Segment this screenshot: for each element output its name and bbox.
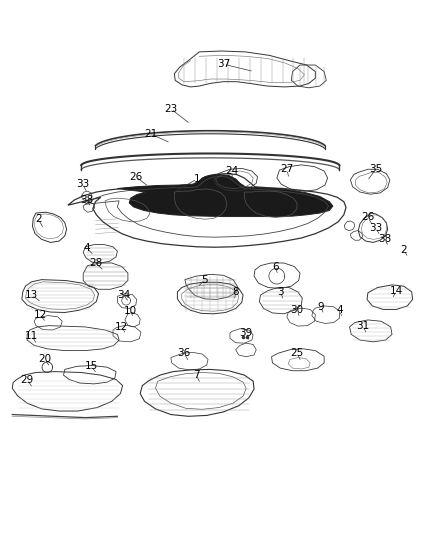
Text: 7: 7 — [193, 370, 200, 380]
Text: 1: 1 — [194, 174, 201, 184]
Text: 15: 15 — [85, 361, 98, 372]
Text: 5: 5 — [201, 274, 208, 285]
Text: 20: 20 — [38, 354, 51, 365]
Text: 8: 8 — [232, 287, 239, 297]
Text: 11: 11 — [25, 330, 38, 341]
Text: 4: 4 — [336, 305, 343, 316]
Text: 10: 10 — [124, 306, 137, 316]
Text: 38: 38 — [80, 195, 93, 205]
Text: 31: 31 — [356, 321, 369, 330]
Text: 2: 2 — [400, 245, 407, 255]
Text: 12: 12 — [34, 310, 47, 320]
Text: 39: 39 — [240, 328, 253, 338]
Text: 3: 3 — [277, 287, 284, 297]
Text: 24: 24 — [226, 166, 239, 176]
Text: 2: 2 — [35, 214, 42, 224]
Text: 13: 13 — [25, 290, 38, 300]
Text: 38: 38 — [378, 235, 391, 244]
Text: 33: 33 — [369, 223, 382, 233]
Text: 4: 4 — [83, 243, 90, 253]
Text: 25: 25 — [290, 348, 304, 358]
Text: 26: 26 — [361, 213, 374, 222]
Text: 14: 14 — [390, 286, 403, 296]
Text: 29: 29 — [21, 375, 34, 384]
Text: 37: 37 — [217, 59, 230, 69]
Text: 27: 27 — [280, 164, 293, 174]
Text: 36: 36 — [177, 348, 191, 358]
Polygon shape — [117, 174, 333, 216]
Text: 12: 12 — [115, 322, 128, 332]
Text: 34: 34 — [117, 290, 130, 300]
Text: 6: 6 — [272, 262, 279, 271]
Text: 33: 33 — [76, 179, 89, 189]
Text: 21: 21 — [145, 129, 158, 139]
Text: 9: 9 — [317, 302, 324, 312]
Text: 26: 26 — [129, 172, 142, 182]
Text: 23: 23 — [164, 104, 177, 114]
Text: 30: 30 — [290, 305, 304, 316]
Text: 35: 35 — [369, 164, 382, 174]
Text: 28: 28 — [89, 258, 102, 268]
